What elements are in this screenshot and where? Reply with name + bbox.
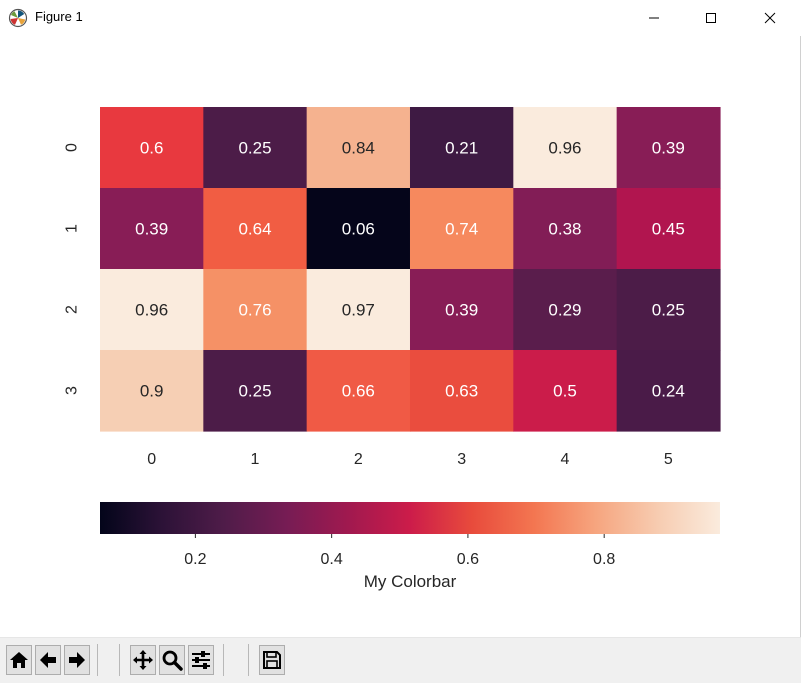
title-bar: Figure 1: [0, 0, 801, 36]
cell-value-label: 0.5: [553, 382, 577, 401]
close-icon: [764, 12, 776, 24]
x-tick-label: 2: [354, 451, 363, 468]
configure-subplots-button[interactable]: [188, 645, 214, 675]
window-title: Figure 1: [35, 9, 83, 24]
minimize-button[interactable]: [631, 0, 677, 36]
sliders-icon: [192, 651, 210, 669]
heatmap-cell: [513, 269, 618, 351]
heatmap-cell: [409, 188, 514, 270]
heatmap-cell: [409, 107, 514, 189]
toolbar-separator: [248, 644, 249, 676]
colorbar: [100, 502, 720, 534]
heatmap-cell: [616, 350, 721, 432]
cell-value-label: 0.39: [652, 139, 685, 158]
colorbar-axis: 0.2 0.4 0.6 0.8: [184, 534, 615, 568]
move-icon: [133, 650, 153, 670]
heatmap-cell: [513, 107, 618, 189]
y-tick-label: 2: [64, 305, 81, 314]
x-tick-label: 5: [664, 451, 673, 468]
y-tick-label: 0: [64, 143, 81, 152]
cell-value-label: 0.84: [342, 139, 375, 158]
colorbar-label: My Colorbar: [364, 572, 457, 591]
home-button[interactable]: [6, 645, 32, 675]
close-button[interactable]: [747, 0, 793, 36]
heatmap-cell: [306, 107, 411, 189]
maximize-button[interactable]: [688, 0, 734, 36]
save-icon: [263, 651, 281, 669]
cell-value-label: 0.66: [342, 382, 375, 401]
heatmap-cell: [616, 188, 721, 270]
heatmap-cell: [513, 188, 618, 270]
heatmap-cell: [100, 107, 204, 189]
cell-value-label: 0.25: [652, 301, 685, 320]
heatmap-cell: [616, 269, 721, 351]
cell-value-label: 0.39: [445, 301, 478, 320]
cell-value-label: 0.76: [238, 301, 271, 320]
cell-value-label: 0.38: [548, 220, 581, 239]
y-tick-label: 1: [64, 224, 81, 233]
x-tick-label: 1: [251, 451, 260, 468]
x-tick-label: 3: [457, 451, 466, 468]
minimize-icon: [649, 17, 659, 19]
back-button[interactable]: [35, 645, 61, 675]
cell-value-label: 0.39: [135, 220, 168, 239]
toolbar-separator: [223, 644, 224, 676]
colorbar-tick-label: 0.6: [457, 551, 479, 568]
cell-value-label: 0.21: [445, 139, 478, 158]
cell-value-label: 0.63: [445, 382, 478, 401]
arrow-left-icon: [40, 652, 56, 668]
heatmap-cell: [100, 350, 204, 432]
toolbar-separator: [119, 644, 120, 676]
y-axis: 0 1 2 3: [64, 143, 81, 395]
navigation-toolbar: [0, 637, 801, 683]
heatmap-cell: [409, 350, 514, 432]
heatmap-grid: 0.6 0.25 0.84 0.21 0.96 0.39 0.39 0.64 0.06 0.74 0…: [100, 107, 721, 432]
heatmap-cell: [100, 269, 204, 351]
cell-value-label: 0.25: [238, 382, 271, 401]
y-tick-label: 3: [64, 386, 81, 395]
forward-button[interactable]: [64, 645, 90, 675]
colorbar-tick-label: 0.4: [321, 551, 343, 568]
heatmap-figure: 0.6 0.25 0.84 0.21 0.96 0.390.39 0.64 0.06 0.74 0…: [64, 107, 721, 591]
matplotlib-logo-icon: [8, 8, 28, 28]
cell-value-label: 0.06: [342, 220, 375, 239]
cell-value-label: 0.9: [140, 382, 164, 401]
heatmap-cell: [306, 188, 411, 270]
heatmap-cell: [306, 350, 411, 432]
cell-value-label: 0.96: [548, 139, 581, 158]
pan-button[interactable]: [130, 645, 156, 675]
x-tick-label: 0: [147, 451, 156, 468]
cell-value-label: 0.96: [135, 301, 168, 320]
heatmap-cell: [306, 269, 411, 351]
x-tick-label: 4: [561, 451, 570, 468]
heatmap-cell: [203, 269, 308, 351]
save-button[interactable]: [259, 645, 285, 675]
toolbar-separator: [97, 644, 98, 676]
cell-value-label: 0.29: [548, 301, 581, 320]
cell-value-label: 0.74: [445, 220, 478, 239]
heatmap-cell: [203, 350, 308, 432]
heatmap-cell: [203, 188, 308, 270]
colorbar-tick-label: 0.8: [593, 551, 615, 568]
cell-value-label: 0.64: [238, 220, 271, 239]
arrow-right-icon: [69, 652, 85, 668]
cell-value-label: 0.6: [140, 139, 164, 158]
heatmap-cell: [100, 188, 204, 270]
cell-value-label: 0.45: [652, 220, 685, 239]
heatmap-cell: [616, 107, 721, 189]
heatmap-cell: [203, 107, 308, 189]
zoom-button[interactable]: [159, 645, 185, 675]
colorbar-tick-label: 0.2: [184, 551, 206, 568]
heatmap-cell: [409, 269, 514, 351]
cell-value-label: 0.97: [342, 301, 375, 320]
heatmap-cell: [513, 350, 618, 432]
cell-value-label: 0.24: [652, 382, 685, 401]
maximize-icon: [706, 13, 716, 23]
x-axis: 0 1 2 3 4 5: [147, 451, 673, 468]
zoom-icon: [162, 650, 183, 671]
home-icon: [10, 652, 28, 668]
cell-value-label: 0.25: [238, 139, 271, 158]
